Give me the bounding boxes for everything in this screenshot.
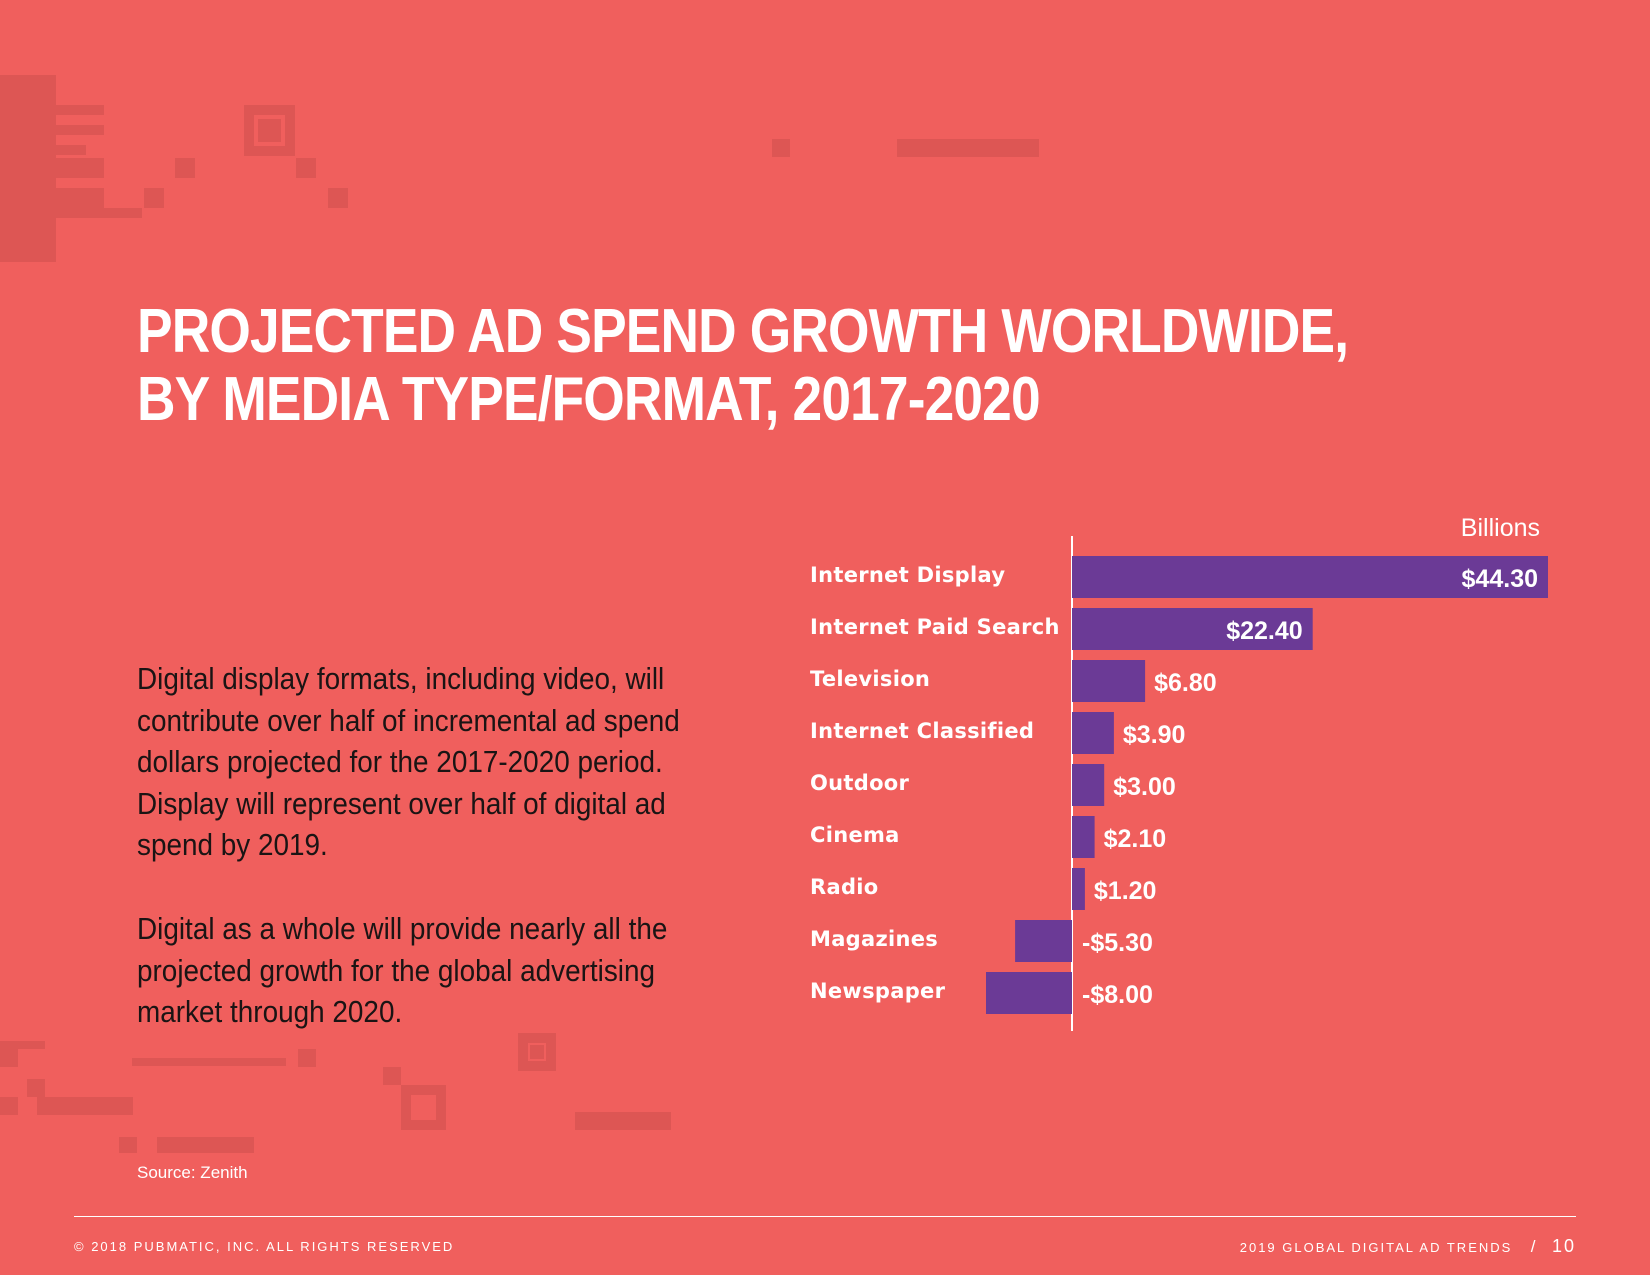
category-label: Internet Classified xyxy=(810,719,1034,743)
bar-cinema xyxy=(1072,816,1095,858)
value-label: -$5.30 xyxy=(1082,929,1153,957)
value-label: -$8.00 xyxy=(1082,981,1153,1009)
footer-divider xyxy=(74,1216,1576,1217)
bar-internet-display xyxy=(1072,556,1548,598)
page-title-line-2: BY MEDIA TYPE/FORMAT, 2017-2020 xyxy=(137,365,1041,434)
unit-label: Billions xyxy=(1461,514,1540,542)
ad-spend-bar-chart: Billions Internet Display $44.30 Internet … xyxy=(810,514,1548,1031)
decorative-pixel-block xyxy=(132,1058,286,1066)
bar-outdoor xyxy=(1072,764,1105,806)
footer-report-info: 2019 GLOBAL DIGITAL AD TRENDS / 10 xyxy=(1240,1236,1576,1257)
decorative-pixel-block xyxy=(37,1097,133,1115)
body-paragraph-2: Digital as a whole will provide nearly a… xyxy=(137,911,668,1029)
value-label: $2.10 xyxy=(1104,825,1167,853)
decorative-pixel-block xyxy=(296,158,316,178)
category-label: Magazines xyxy=(810,927,938,951)
value-label: $44.30 xyxy=(1462,565,1538,593)
bar-radio xyxy=(1072,868,1085,910)
category-label: Cinema xyxy=(810,823,900,847)
category-label: Outdoor xyxy=(810,771,910,795)
footer-copyright: © 2018 PUBMATIC, INC. ALL RIGHTS RESERVE… xyxy=(74,1239,455,1254)
decorative-square-ring xyxy=(401,1085,446,1130)
bar-internet-paid-search xyxy=(1072,608,1313,650)
bar-newspaper xyxy=(986,972,1072,1014)
decorative-square-ring xyxy=(244,105,295,156)
bar-magazines xyxy=(1015,920,1072,962)
decorative-pixel-block xyxy=(56,188,104,208)
category-label: Newspaper xyxy=(810,979,946,1003)
decorative-pixel-block xyxy=(383,1067,401,1085)
decorative-square-ring xyxy=(518,1033,556,1071)
footer-report-title: 2019 GLOBAL DIGITAL AD TRENDS xyxy=(1239,1240,1513,1255)
bar-internet-classified xyxy=(1072,712,1114,754)
decorative-pixel-block xyxy=(0,75,56,262)
category-label: Radio xyxy=(810,875,879,899)
footer-separator: / xyxy=(1530,1237,1536,1256)
source-note: Source: Zenith xyxy=(137,1163,248,1182)
value-label: $1.20 xyxy=(1094,877,1157,905)
decorative-pixel-block xyxy=(119,1137,137,1153)
category-label: Television xyxy=(810,667,930,691)
decorative-pixel-block xyxy=(56,158,104,178)
bar-television xyxy=(1072,660,1146,702)
decorative-pixel-block xyxy=(56,145,86,155)
decorative-pixel-block xyxy=(772,139,790,157)
category-label: Internet Paid Search xyxy=(810,615,1060,639)
decorative-pixel-block xyxy=(27,1079,45,1097)
value-label: $3.90 xyxy=(1123,721,1186,749)
page-title: PROJECTED AD SPEND GROWTH WORLDWIDE, BY … xyxy=(137,297,1349,434)
category-label: Internet Display xyxy=(810,563,1005,587)
page-number: 10 xyxy=(1551,1236,1576,1256)
decorative-pixel-block xyxy=(0,1049,18,1067)
decorative-pixel-block xyxy=(0,1041,45,1049)
decorative-pixel-block xyxy=(575,1112,671,1130)
decorative-pixel-block xyxy=(56,208,142,218)
decorative-pixel-block xyxy=(56,105,104,115)
decorative-pixel-block xyxy=(175,158,195,178)
decorative-pixel-block xyxy=(298,1049,316,1067)
decorative-pixel-block xyxy=(0,1097,18,1115)
decorative-pixel-block xyxy=(258,119,281,142)
decorative-pixel-block xyxy=(328,188,348,208)
decorative-pixel-block xyxy=(897,139,1039,157)
decorative-pixel-block xyxy=(56,125,104,135)
value-label: $22.40 xyxy=(1226,617,1302,645)
page-title-line-1: PROJECTED AD SPEND GROWTH WORLDWIDE, xyxy=(137,297,1349,366)
decorative-pixel-block xyxy=(157,1137,254,1153)
value-label: $3.00 xyxy=(1113,773,1176,801)
decorative-pixel-block xyxy=(144,188,164,208)
body-paragraph-1: Digital display formats, including video… xyxy=(137,661,680,862)
value-label: $6.80 xyxy=(1154,669,1217,697)
decorative-pixel-block xyxy=(530,1045,544,1059)
